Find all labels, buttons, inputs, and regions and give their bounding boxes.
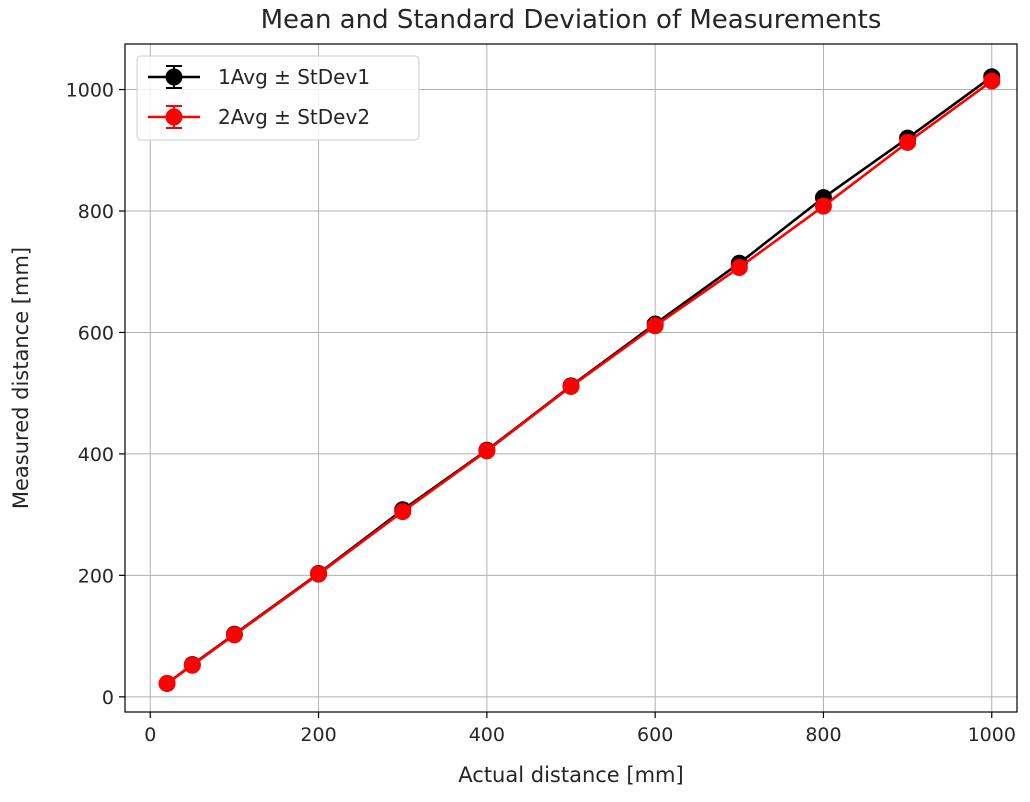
y-tick-label: 0 [102, 687, 114, 709]
y-tick-label: 200 [78, 565, 114, 587]
legend-label: 2Avg ± StDev2 [218, 105, 370, 129]
data-point [310, 565, 328, 583]
legend-item-2: 2Avg ± StDev2 [148, 105, 370, 129]
data-point [899, 133, 917, 151]
plot-series [158, 68, 1001, 692]
legend-box [136, 55, 420, 141]
x-tick-label: 1000 [968, 724, 1016, 746]
legend-marker [165, 68, 183, 86]
legend-item-1: 1Avg ± StDev1 [148, 65, 370, 89]
plot-frame [124, 43, 1018, 713]
chart-title: Mean and Standard Deviation of Measureme… [261, 5, 882, 35]
data-point [646, 317, 664, 335]
x-axis-label: Actual distance [mm] [458, 763, 683, 787]
y-tick-label: 1000 [66, 80, 114, 102]
y-tick-label: 800 [78, 201, 114, 223]
data-point [394, 503, 412, 521]
x-tick-label: 600 [637, 724, 673, 746]
y-axis-label: Measured distance [mm] [9, 247, 33, 509]
data-point [730, 258, 748, 276]
legend: 1Avg ± StDev1 2Avg ± StDev2 [136, 55, 420, 141]
x-tick-label: 400 [469, 724, 505, 746]
data-point [183, 656, 201, 674]
data-point [158, 674, 176, 692]
x-tick-label: 200 [300, 724, 336, 746]
legend-marker [165, 108, 183, 126]
data-point [983, 72, 1001, 90]
y-tick-label: 400 [78, 444, 114, 466]
axis-ticks: 0 200 400 600 800 1000 0 200 400 600 800 1000 [66, 80, 1016, 746]
series-line [166, 79, 993, 685]
x-tick-label: 0 [144, 724, 156, 746]
data-point [814, 197, 832, 215]
data-point [562, 378, 580, 396]
series-2 [158, 72, 1001, 692]
data-point [225, 626, 243, 644]
legend-label: 1Avg ± StDev1 [218, 65, 370, 89]
x-tick-label: 800 [805, 724, 841, 746]
data-point [478, 442, 496, 460]
y-tick-label: 600 [78, 322, 114, 344]
